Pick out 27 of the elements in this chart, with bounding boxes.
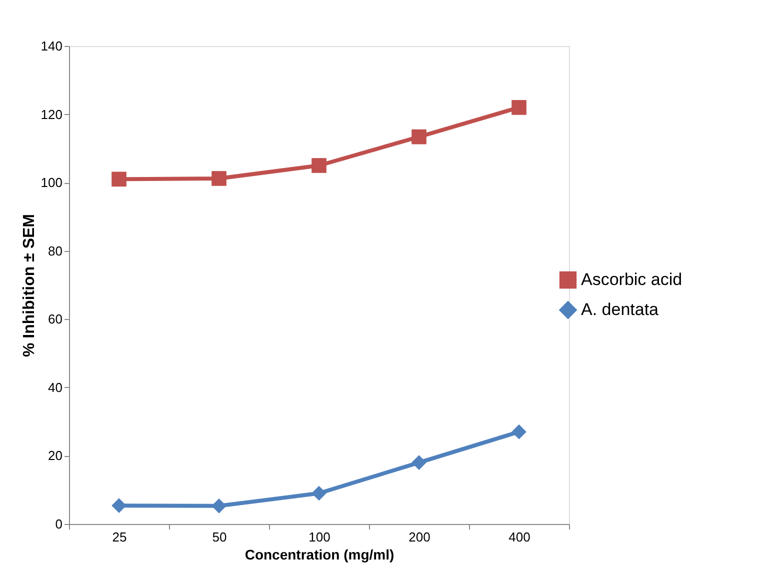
point bbox=[312, 158, 326, 173]
point bbox=[212, 171, 226, 186]
point bbox=[212, 498, 226, 514]
x-tick-label: 25 bbox=[112, 530, 127, 544]
x-axis-title: Concentration (mg/ml) bbox=[244, 546, 394, 562]
y-tick-label: 0 bbox=[55, 516, 62, 532]
y-tick-label: 140 bbox=[40, 38, 62, 54]
y-tick-label: 120 bbox=[40, 106, 62, 122]
y-tick-label: 60 bbox=[48, 312, 62, 327]
x-tick-label: 400 bbox=[508, 530, 530, 544]
point bbox=[412, 455, 426, 470]
legend-label: A. dentata bbox=[581, 300, 660, 319]
x-tick-label: 100 bbox=[308, 530, 330, 544]
x-tick-label: 200 bbox=[408, 530, 430, 544]
point bbox=[112, 172, 126, 187]
point bbox=[312, 486, 326, 501]
y-axis-title: % Inhibition ± SEM bbox=[20, 214, 38, 357]
legend-label: Ascorbic acid bbox=[581, 270, 682, 289]
y-tick-label: 20 bbox=[48, 448, 62, 464]
point bbox=[512, 424, 526, 440]
x-tick-label: 50 bbox=[212, 530, 227, 544]
y-tick-label: 40 bbox=[48, 380, 62, 395]
y-tick-label: 100 bbox=[40, 175, 62, 190]
point bbox=[412, 129, 426, 144]
y-tick-label: 80 bbox=[48, 243, 62, 258]
point bbox=[112, 498, 126, 513]
point bbox=[512, 100, 526, 115]
